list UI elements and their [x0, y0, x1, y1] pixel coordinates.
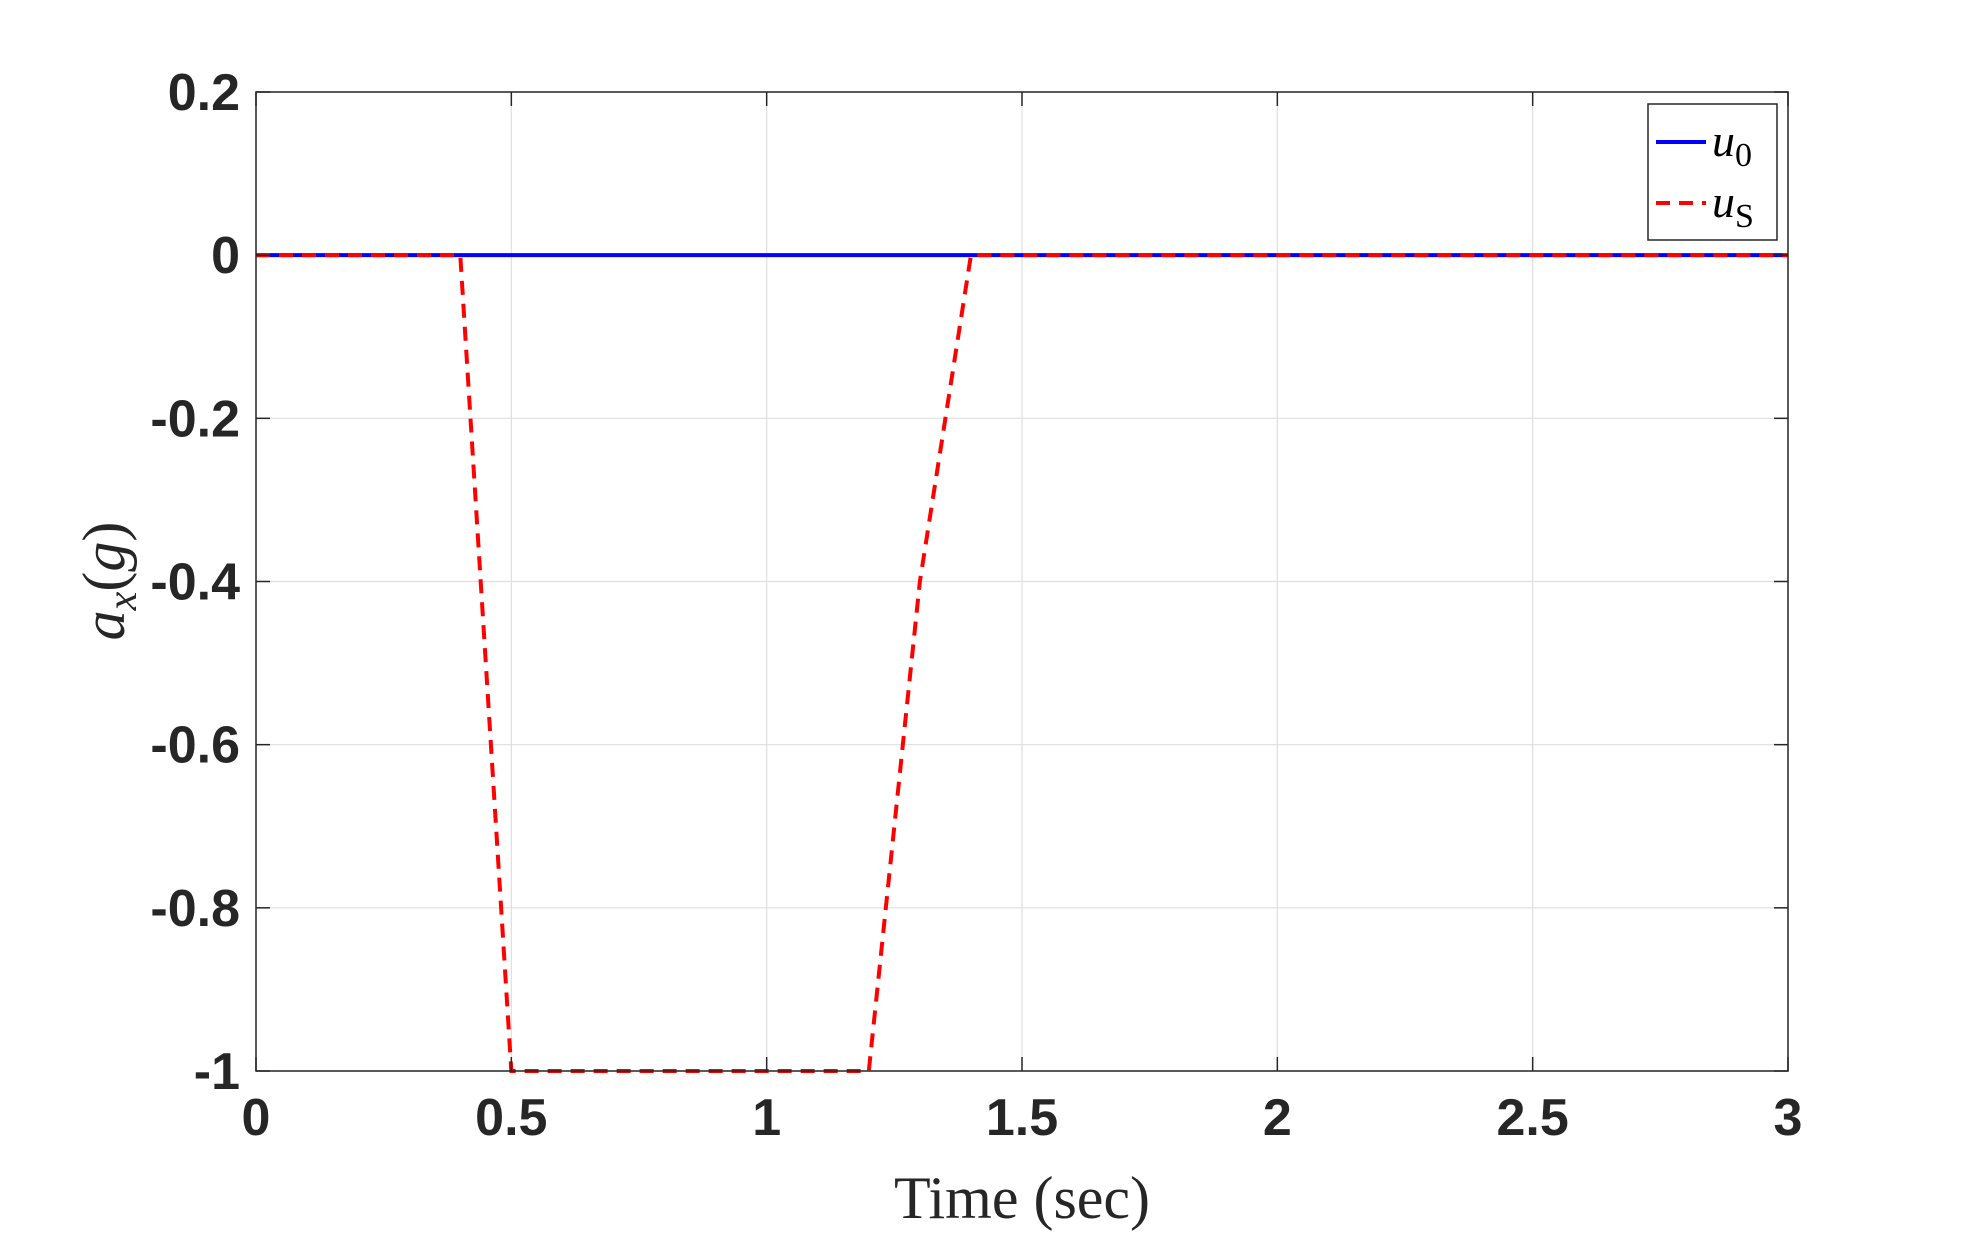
x-tick-labels: 0 0.5 1 1.5 2 2.5 3	[242, 1089, 1803, 1147]
legend: u0 uS	[1647, 103, 1778, 241]
y-axis-title: ax(g)	[71, 522, 146, 641]
legend-box	[1647, 103, 1778, 241]
x-tick-label: 1.5	[986, 1089, 1058, 1147]
y-tick-label: 0	[211, 227, 240, 285]
x-tick-label: 0.5	[475, 1089, 547, 1147]
y-tick-label: -1	[194, 1043, 240, 1101]
y-axis-title-sub: x	[100, 591, 146, 611]
y-tick-labels: 0.2 0 -0.2 -0.4 -0.6 -0.8 -1	[150, 64, 240, 1101]
y-tick-label: -0.2	[150, 390, 240, 448]
x-tick-label: 1	[752, 1089, 781, 1147]
x-axis-title: Time (sec)	[894, 1165, 1150, 1231]
x-tick-label: 0	[242, 1089, 271, 1147]
legend-label-u0: u0	[1712, 115, 1752, 174]
x-tick-label: 2	[1263, 1089, 1292, 1147]
series-layer	[256, 253, 1788, 1073]
y-axis-title-unit: g	[71, 542, 137, 572]
y-axis-title-var: a	[71, 610, 137, 640]
x-tick-label: 2.5	[1497, 1089, 1569, 1147]
x-tick-label: 3	[1774, 1089, 1803, 1147]
y-tick-label: -0.8	[150, 880, 240, 938]
tick-layer	[255, 91, 1789, 1072]
legend-label-us: uS	[1712, 176, 1754, 235]
y-tick-label: -0.4	[150, 554, 240, 612]
y-tick-label: 0.2	[168, 64, 240, 122]
y-tick-label: -0.6	[150, 717, 240, 775]
